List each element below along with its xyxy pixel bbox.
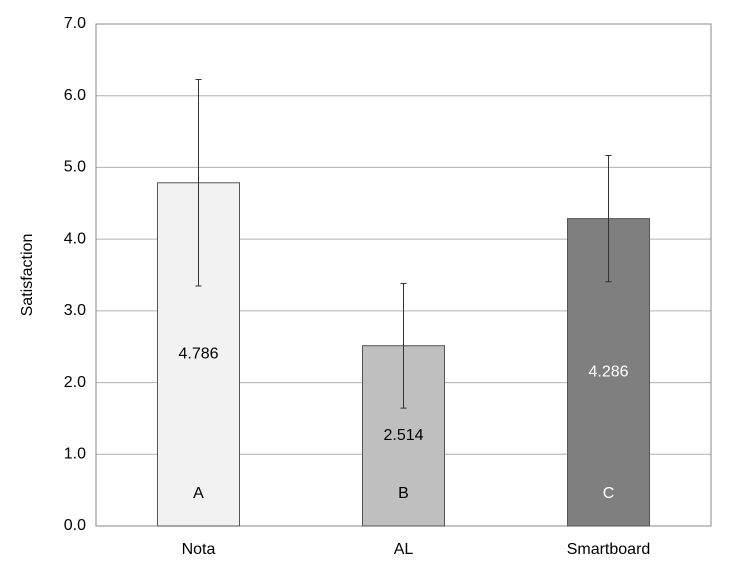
x-tick-label: AL	[394, 541, 414, 558]
bar	[157, 182, 240, 527]
y-tick-label: 6.0	[64, 87, 86, 104]
value-label: 2.514	[383, 427, 423, 444]
y-tick-label: 3.0	[64, 302, 86, 319]
x-tick-label: Nota	[182, 541, 216, 558]
bar-annotation: B	[398, 485, 409, 502]
bar-annotation: A	[193, 485, 204, 502]
error-bar	[400, 282, 407, 409]
value-label: 4.786	[178, 346, 218, 363]
y-tick-label: 5.0	[64, 159, 86, 176]
error-bar	[195, 79, 202, 287]
y-tick-label: 7.0	[64, 15, 86, 32]
y-tick-label: 1.0	[64, 446, 86, 463]
y-tick-label: 2.0	[64, 374, 86, 391]
bar-annotation: C	[603, 485, 615, 502]
x-tick-label: Smartboard	[567, 541, 651, 558]
error-bar	[605, 155, 612, 283]
y-tick-label: 0.0	[64, 517, 86, 534]
y-tick-label: 4.0	[64, 230, 86, 247]
value-label: 4.286	[588, 364, 628, 381]
y-axis-label: Satisfaction	[19, 234, 36, 317]
